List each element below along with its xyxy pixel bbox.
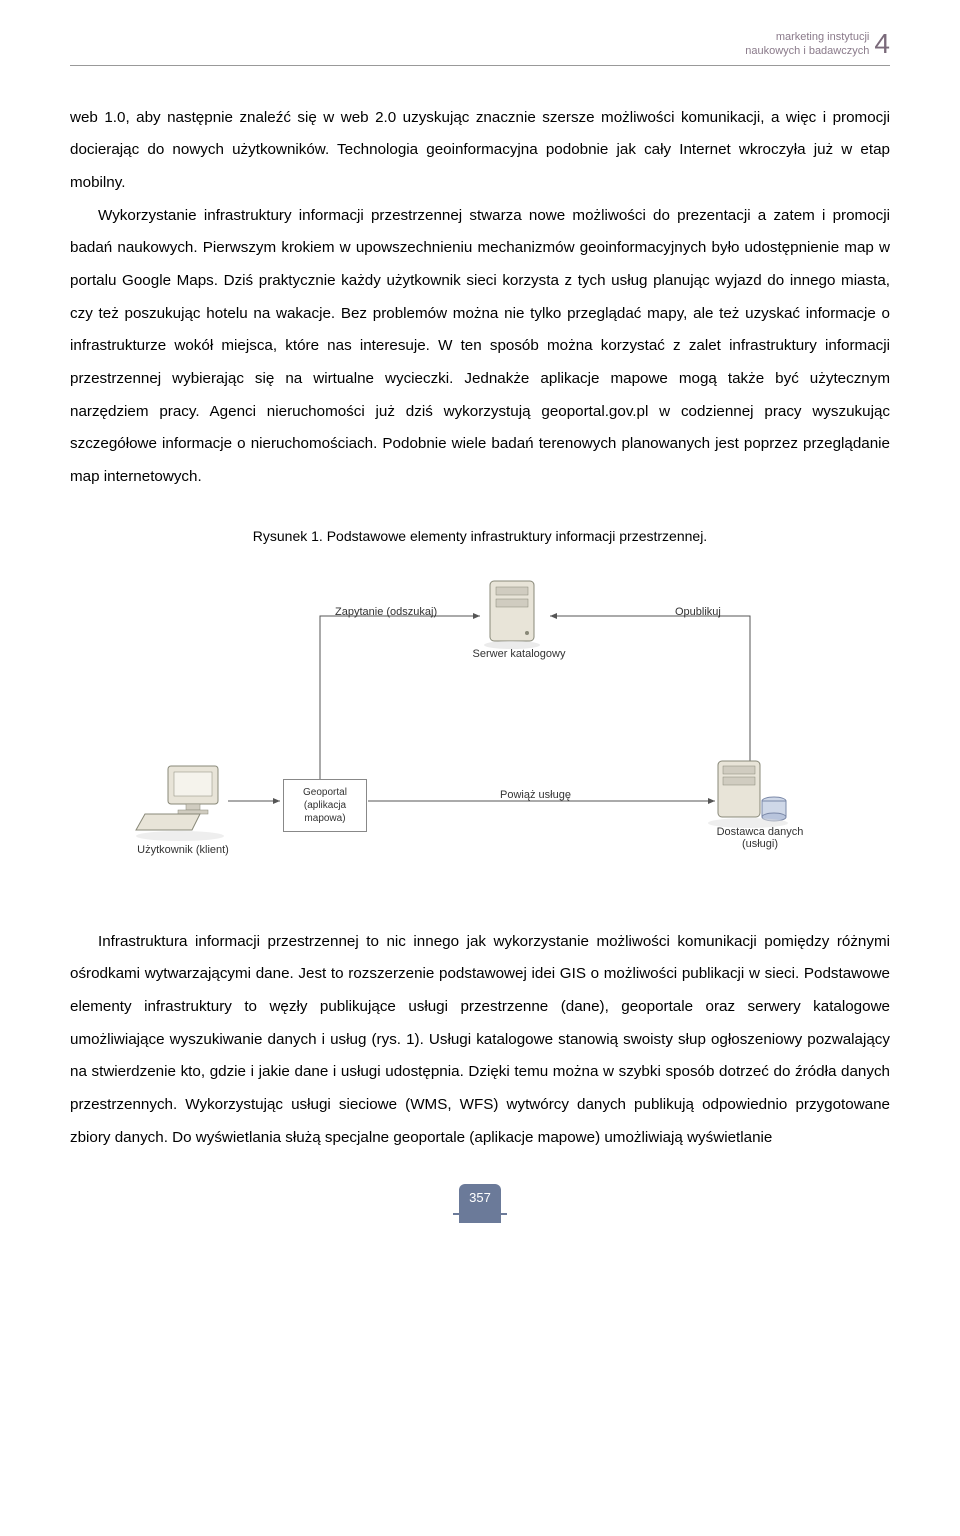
header-issue-number: 4 [874,30,890,58]
edge-query-label: Zapytanie (odszukaj) [335,606,437,618]
provider-label: Dostawca danych (usługi) [700,826,820,850]
header-line2: naukowych i badawczych [745,45,869,57]
header-rule [70,65,890,66]
client-label: Użytkownik (klient) [128,844,238,856]
geoportal-l2: (aplikacja [304,800,346,811]
paragraph-1: web 1.0, aby następnie znaleźć się w web… [70,102,890,200]
geoportal-l3: mapowa) [304,813,345,824]
geoportal-node: Geoportal (aplikacja mapowa) [283,779,367,832]
header-text: marketing instytucji naukowych i badawcz… [745,30,869,59]
geoportal-l1: Geoportal [303,787,347,798]
page-container: marketing instytucji naukowych i badawcz… [0,0,960,1263]
paragraph-2: Wykorzystanie infrastruktury informacji … [70,200,890,494]
page-number: 357 [459,1184,501,1223]
edge-bind-label: Powiąż usługę [500,789,571,801]
header-line1: marketing instytucji [776,31,870,43]
paragraph-3: Infrastruktura informacji przestrzennej … [70,926,890,1155]
figure-caption: Rysunek 1. Podstawowe elementy infrastru… [70,528,890,544]
running-header: marketing instytucji naukowych i badawcz… [70,30,890,59]
server-label: Serwer katalogowy [464,648,574,660]
edge-publish-label: Opublikuj [675,606,721,618]
diagram-figure: Geoportal (aplikacja mapowa) Serwer kata… [120,566,840,886]
page-number-wrap: 357 [70,1184,890,1223]
